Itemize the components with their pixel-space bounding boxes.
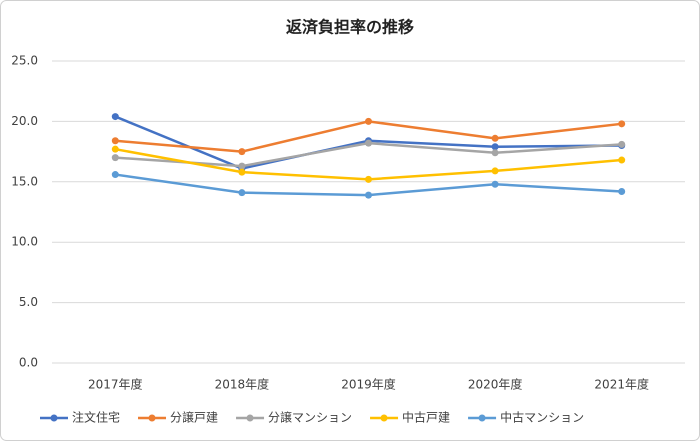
data-point	[491, 134, 499, 142]
legend-label: 中古マンション	[500, 410, 584, 425]
y-tick-label: 25.0	[11, 54, 38, 68]
data-point	[111, 137, 119, 145]
data-point	[111, 154, 119, 162]
data-point	[365, 175, 372, 183]
data-point	[365, 117, 372, 125]
data-point	[365, 191, 372, 199]
data-point	[238, 148, 246, 156]
data-point	[618, 120, 626, 128]
data-point	[491, 149, 499, 157]
data-point	[238, 162, 246, 170]
data-point	[365, 139, 372, 147]
x-tick-label: 2019年度	[341, 377, 396, 392]
y-tick-label: 5.0	[19, 295, 38, 309]
data-point	[111, 145, 119, 153]
legend-label: 分譲マンション	[268, 410, 352, 425]
plot	[111, 113, 626, 199]
legend-label: 注文住宅	[72, 410, 120, 425]
data-point	[491, 167, 499, 175]
x-tick-label: 2017年度	[88, 377, 143, 392]
legend-marker	[246, 414, 254, 422]
legend-label: 分譲戸建	[170, 410, 218, 425]
data-point	[111, 171, 119, 179]
x-tick-label: 2018年度	[215, 377, 270, 392]
legend-marker	[50, 414, 58, 422]
y-tick-label: 10.0	[11, 235, 38, 249]
chart-title: 返済負担率の推移	[286, 18, 414, 37]
data-point	[238, 168, 246, 176]
legend: 注文住宅 分譲戸建 分譲マンション 中古戸建 中古マンション	[40, 410, 584, 425]
data-point	[618, 140, 626, 148]
y-tick-label: 15.0	[11, 174, 38, 188]
legend-marker	[380, 414, 388, 422]
data-point	[238, 189, 246, 197]
legend-marker	[148, 414, 156, 422]
x-tick-label: 2021年度	[594, 377, 649, 392]
data-point	[491, 180, 499, 188]
y-tick-label: 0.0	[19, 356, 38, 370]
data-point	[618, 187, 626, 195]
data-point	[618, 156, 626, 164]
y-tick-label: 20.0	[11, 114, 38, 128]
data-point	[111, 113, 119, 121]
legend-marker	[478, 414, 486, 422]
x-tick-label: 2020年度	[468, 377, 523, 392]
data-point	[491, 143, 499, 151]
legend-label: 中古戸建	[402, 410, 450, 425]
